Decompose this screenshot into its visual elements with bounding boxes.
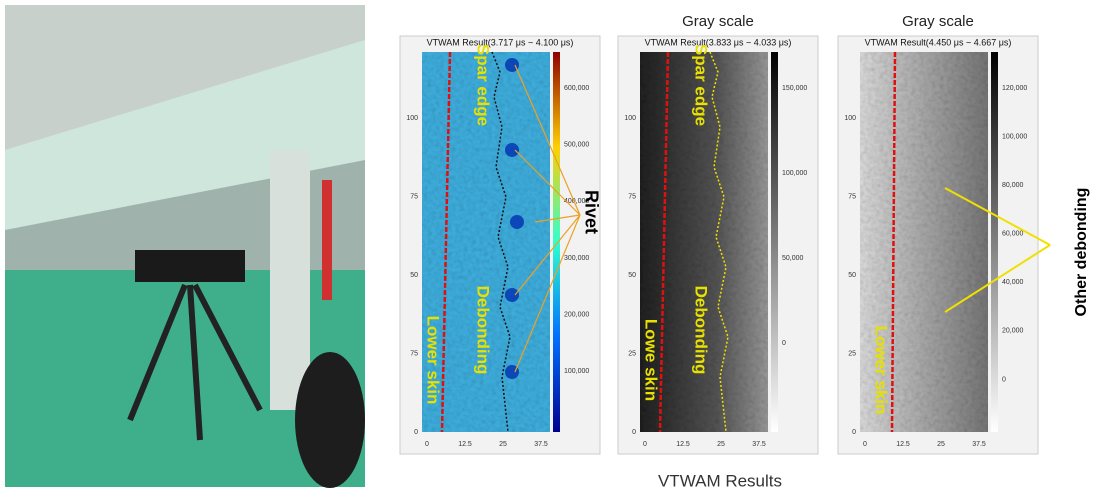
annotation: Lower skin <box>424 316 443 405</box>
annotation: Debonding <box>474 286 493 375</box>
panel-title: VTWAM Result(3.833 μs ~ 4.033 μs) <box>645 37 792 47</box>
other-debonding-label: Other debonding <box>1073 188 1090 317</box>
x-tick-label: 37.5 <box>972 441 986 448</box>
colorbar-label: 20,000 <box>1002 328 1024 335</box>
colorbar-label: 120,000 <box>1002 85 1027 92</box>
x-tick-label: 0 <box>863 441 867 448</box>
panel-title: VTWAM Result(4.450 μs ~ 4.667 μs) <box>865 37 1012 47</box>
caption: VTWAM Results <box>658 471 782 490</box>
annotation: Lower skin <box>872 326 891 415</box>
y-tick-label: 100 <box>844 115 856 122</box>
colorbar-label: 40,000 <box>1002 279 1024 286</box>
y-tick-label: 0 <box>852 429 856 436</box>
x-tick-label: 0 <box>425 441 429 448</box>
annotation: Spar edge <box>474 44 493 126</box>
y-tick-label: 75 <box>410 350 418 357</box>
colorbar-label: 0 <box>782 340 786 347</box>
colorbar-label: 300,000 <box>564 255 589 262</box>
colorbar-label: 50,000 <box>782 255 804 262</box>
colorbar <box>553 52 560 432</box>
annotation: Spar edge <box>692 44 711 126</box>
rivet-label: Rivet <box>581 190 601 234</box>
y-tick-label: 25 <box>848 350 856 357</box>
rivet-spot <box>505 288 519 302</box>
rivet-spot <box>510 215 524 229</box>
colorbar-label: 100,000 <box>564 368 589 375</box>
y-tick-label: 100 <box>624 115 636 122</box>
x-tick-label: 37.5 <box>752 441 766 448</box>
x-tick-label: 12.5 <box>458 441 472 448</box>
x-tick-label: 25 <box>717 441 725 448</box>
colorbar-label: 150,000 <box>782 85 807 92</box>
y-tick-label: 0 <box>414 429 418 436</box>
x-tick-label: 0 <box>643 441 647 448</box>
panel-subtitle: Gray scale <box>682 13 754 30</box>
colorbar-label: 500,000 <box>564 142 589 149</box>
y-tick-label: 25 <box>628 350 636 357</box>
colorbar-label: 100,000 <box>1002 133 1027 140</box>
y-tick-label: 75 <box>848 193 856 200</box>
x-tick-label: 25 <box>937 441 945 448</box>
colorbar-label: 0 <box>1002 376 1006 383</box>
y-tick-label: 50 <box>628 272 636 279</box>
rivet-spot <box>505 143 519 157</box>
colorbar-label: 200,000 <box>564 312 589 319</box>
y-tick-label: 0 <box>632 429 636 436</box>
panel-title: VTWAM Result(3.717 μs ~ 4.100 μs) <box>427 37 574 47</box>
colorbar-label: 80,000 <box>1002 182 1024 189</box>
x-tick-label: 12.5 <box>676 441 690 448</box>
figure: VTWAM Result(3.717 μs ~ 4.100 μs) 100 75 50… <box>0 0 1096 494</box>
y-tick-label: 100 <box>406 115 418 122</box>
x-tick-label: 37.5 <box>534 441 548 448</box>
annotation: Lowe skin <box>642 319 661 401</box>
annotation: Debonding <box>692 286 711 375</box>
colorbar-label: 100,000 <box>782 170 807 177</box>
panel-subtitle: Gray scale <box>902 13 974 30</box>
y-tick-label: 50 <box>848 272 856 279</box>
colorbar-label: 60,000 <box>1002 231 1024 238</box>
colorbar <box>771 52 778 432</box>
photo <box>5 5 365 488</box>
page: VTWAM Result(3.717 μs ~ 4.100 μs) 100 75 50… <box>0 0 1096 494</box>
colorbar <box>991 52 998 432</box>
x-tick-label: 12.5 <box>896 441 910 448</box>
y-tick-label: 75 <box>628 193 636 200</box>
colorbar-label: 600,000 <box>564 85 589 92</box>
y-tick-label: 50 <box>410 272 418 279</box>
y-tick-label: 75 <box>410 193 418 200</box>
x-tick-label: 25 <box>499 441 507 448</box>
